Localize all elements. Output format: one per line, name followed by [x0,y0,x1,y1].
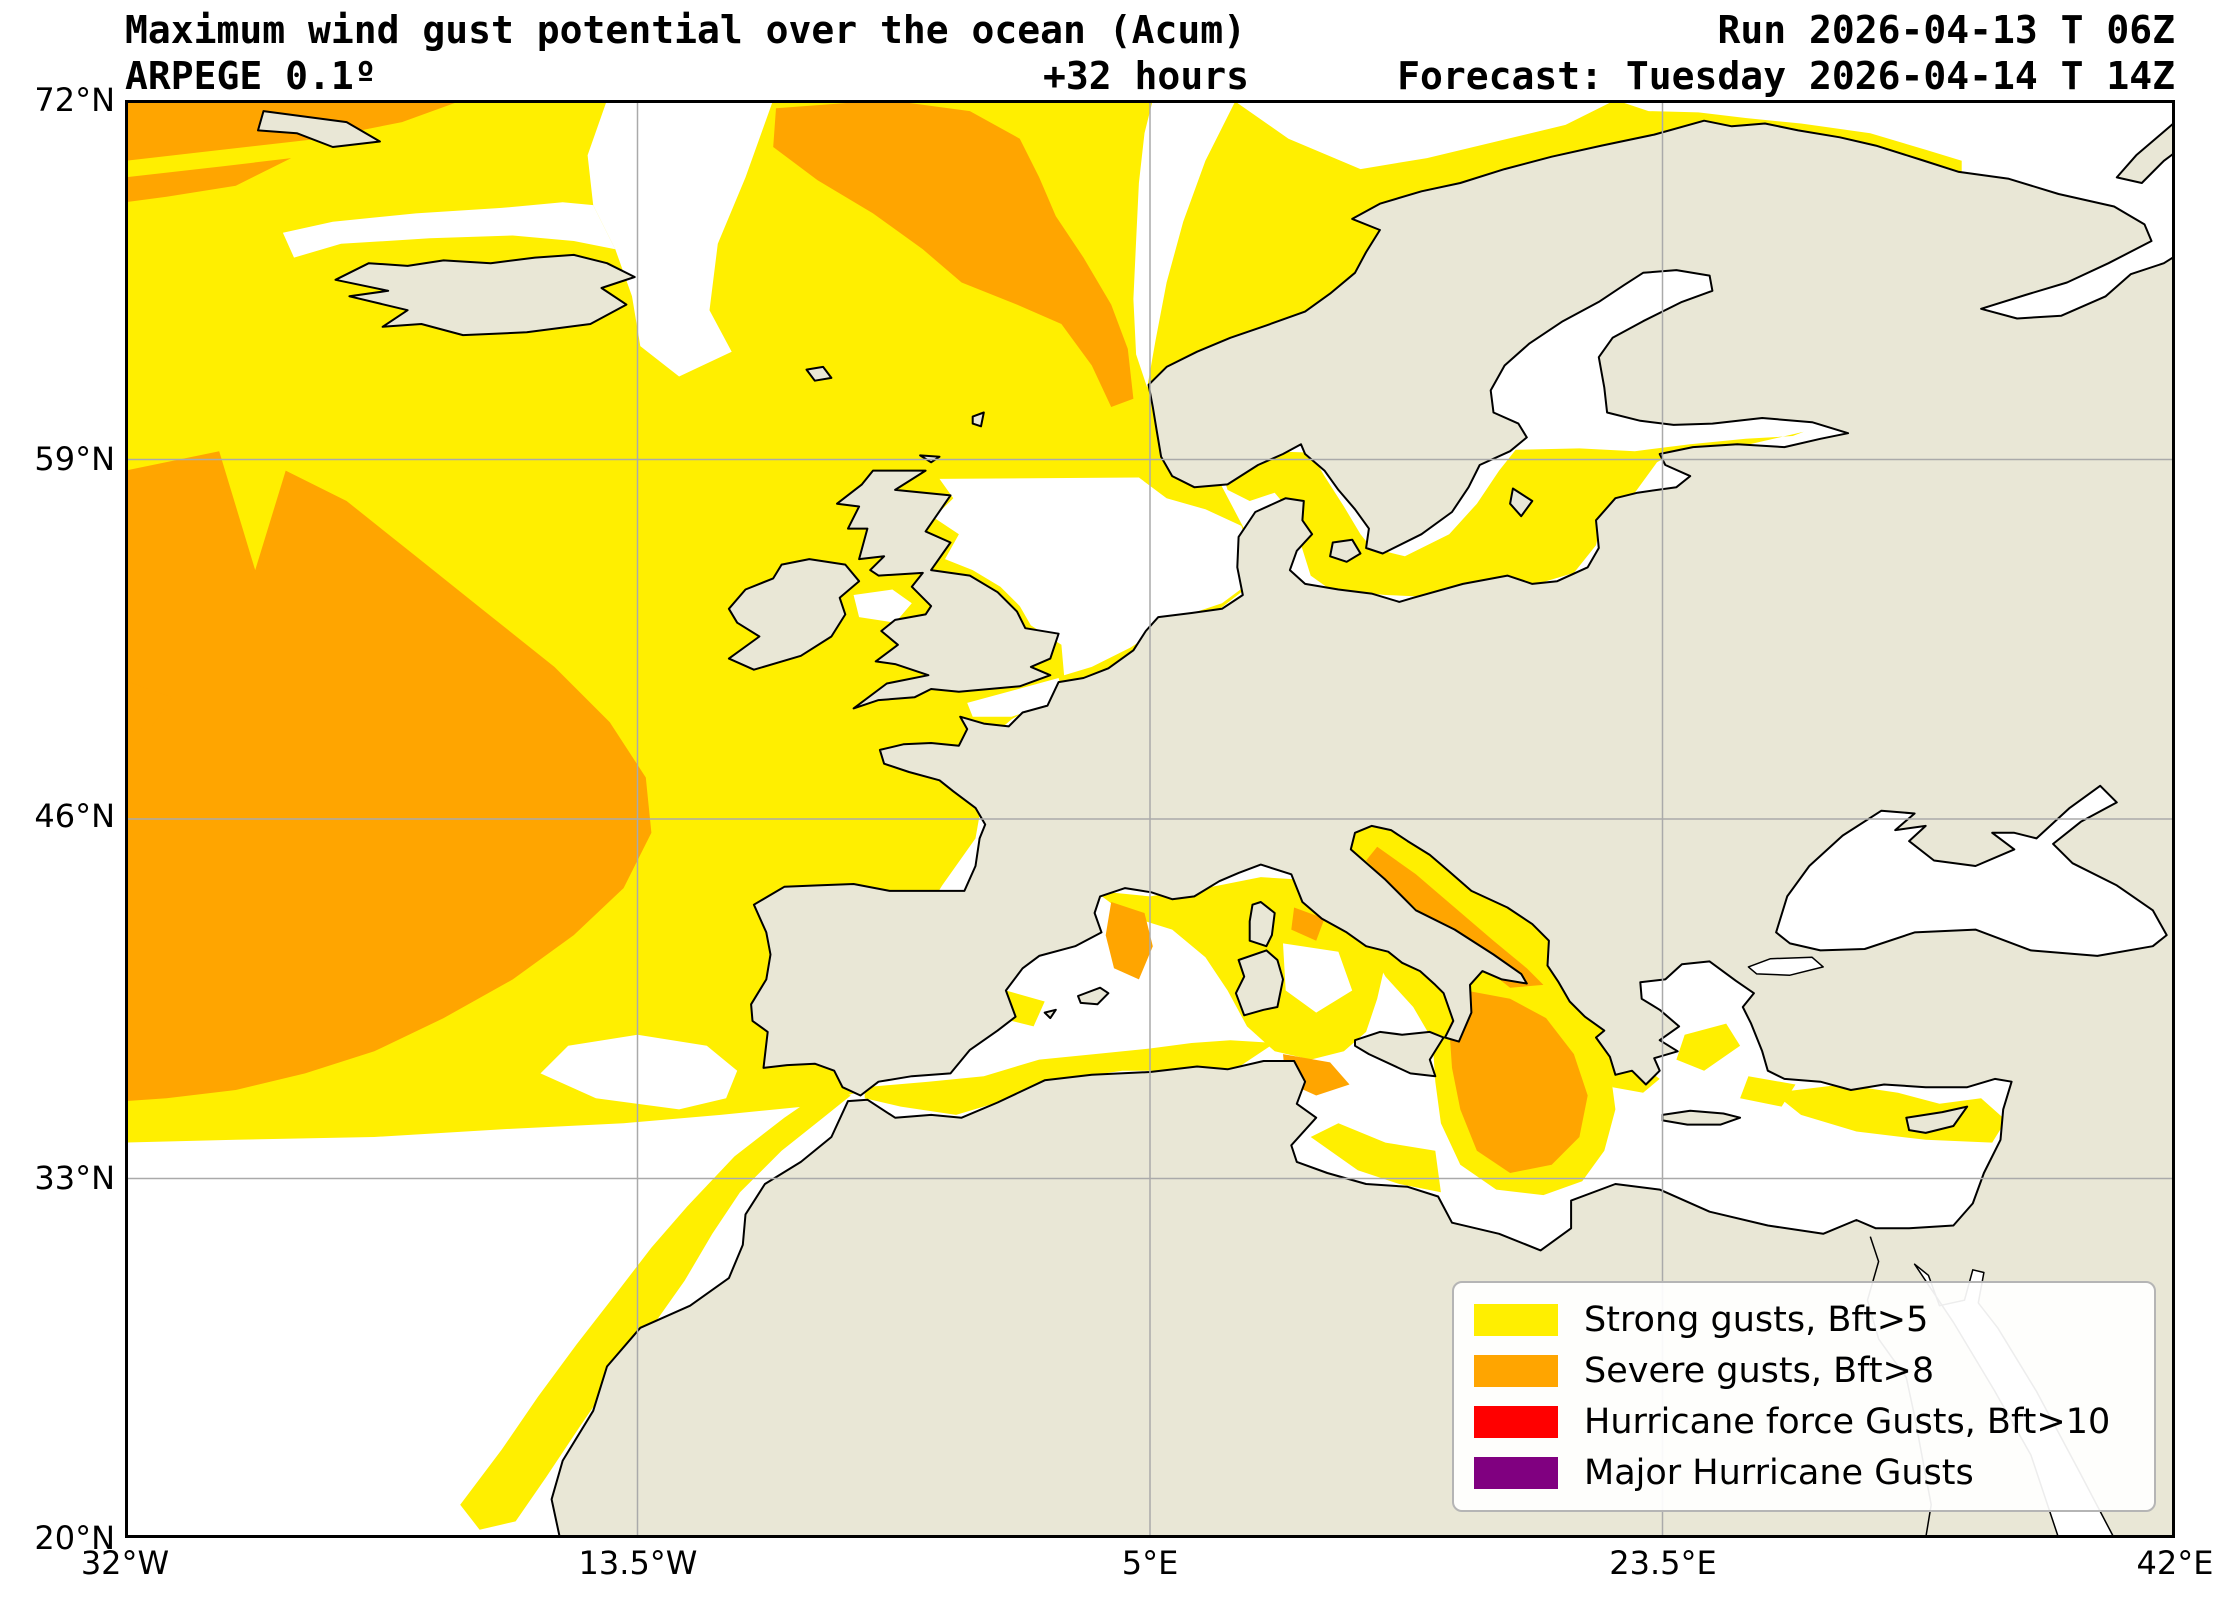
lead-time-label: +32 hours [1043,54,1249,98]
land-europe_africa [550,119,2175,1538]
legend-row-severe: Severe gusts, Bft>8 [1474,1348,2134,1394]
land-zealand [1329,538,1362,563]
land-cyprus [1905,1105,1969,1134]
gust-area-severe-adriatic [1366,846,1544,988]
land-great_britain [836,469,1060,710]
y-tick-label: 33°N [34,1159,115,1197]
y-tick-label: 59°N [34,440,115,478]
gust-area-strong-aegean_s [1676,1023,1741,1071]
run-label: Run 2026-04-13 T 06Z [1717,8,2175,52]
map-canvas [125,100,2175,1538]
gust-area-severe-lion [1105,902,1153,980]
map-frame [125,100,2175,1538]
gust-area-severe-west_spot [125,680,173,734]
legend-swatch-severe [1474,1355,1558,1388]
land-mallorca [1077,986,1110,1006]
calm-sea-iceland_band [282,202,616,258]
land-gotland [1509,487,1534,518]
legend-swatch-strong [1474,1304,1558,1337]
legend-row-strong: Strong gusts, Bft>5 [1474,1297,2134,1343]
legend-label-strong: Strong gusts, Bft>5 [1584,1300,1929,1341]
legend-row-major: Major Hurricane Gusts [1474,1450,2134,1496]
page-title: Maximum wind gust potential over the oce… [125,8,1247,52]
y-tick-label: 20°N [34,1519,115,1557]
gust-area-severe-ionian [1449,990,1588,1173]
gust-area-severe-tuscany [1291,907,1325,941]
legend-row-hurricane: Hurricane force Gusts, Bft>10 [1474,1399,2134,1445]
gust-area-severe-nw_streak [125,158,292,203]
sea-marmara [1747,956,1824,976]
gust-area-strong-gabes [1310,1123,1441,1193]
legend: Strong gusts, Bft>5 Severe gusts, Bft>8 … [1452,1281,2156,1512]
legend-label-major: Major Hurricane Gusts [1584,1452,1974,1493]
forecast-label: Forecast: Tuesday 2026-04-14 T 14Z [1397,54,2175,98]
land-greenland [257,110,381,148]
gust-area-strong-morocco [460,1087,851,1530]
x-tick-label: 13.5°W [578,1544,698,1582]
x-tick-label: 23.5°E [1609,1544,1717,1582]
land-faroes [805,365,833,382]
land-ibiza [1043,1008,1057,1020]
calm-sea-tyrrhenian_c [1283,943,1353,1013]
legend-swatch-hurricane [1474,1405,1558,1438]
calm-sea-norway_offshore [1133,100,1236,388]
land-corsica [1248,901,1276,948]
model-label: ARPEGE 0.1º [125,54,377,98]
legend-label-hurricane: Hurricane force Gusts, Bft>10 [1584,1401,2111,1442]
land-sicily [1354,1030,1445,1078]
calm-sea-top_wedge [587,100,774,377]
land-crete [1661,1109,1742,1126]
y-tick-label: 72°N [34,81,115,119]
land-sardinia [1234,949,1284,1017]
land-iceland [334,253,636,337]
legend-swatch-major [1474,1456,1558,1489]
x-tick-label: 32°W [80,1544,170,1582]
gust-area-strong-baltic [1219,431,1804,598]
y-tick-label: 46°N [34,797,115,835]
x-tick-label: 42°E [2136,1544,2214,1582]
land-kanin [2115,121,2175,184]
calm-sea-north_sea [933,477,1250,676]
calm-sea-sw_portugal [540,1034,738,1110]
land-shetland [971,411,985,428]
legend-label-severe: Severe gusts, Bft>8 [1584,1351,1935,1392]
gust-area-severe-norwegian_sea [773,100,1134,407]
x-tick-label: 5°E [1121,1544,1179,1582]
gust-area-severe-west_atlantic [125,451,652,1102]
calm-sea-irish_sea [853,589,912,623]
land-ireland [727,558,861,671]
